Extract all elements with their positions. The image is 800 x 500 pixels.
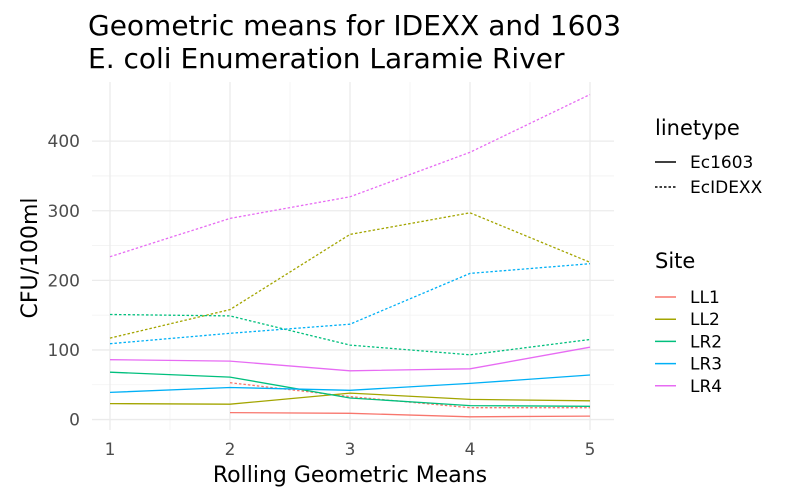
plot-area xyxy=(92,82,614,430)
series-line-lr4-ec1603 xyxy=(109,346,591,372)
y-tick-label: 200 xyxy=(48,271,80,291)
grid xyxy=(92,82,614,430)
y-tick-label: 300 xyxy=(48,202,80,222)
y-axis-title: CFU/100ml xyxy=(18,197,43,318)
x-tick-label: 4 xyxy=(465,440,476,460)
y-tick-label: 100 xyxy=(48,341,80,361)
chart-title-line-1: Geometric means for IDEXX and 1603 xyxy=(88,9,621,42)
series-line-lr4-ecidexx xyxy=(109,93,591,258)
x-axis-title: Rolling Geometric Means xyxy=(213,463,487,488)
legend-label-ec1603: Ec1603 xyxy=(690,153,753,173)
legend-label-ll2: LL2 xyxy=(690,310,720,330)
legend-site-title: Site xyxy=(655,249,695,273)
chart-title: Geometric means for IDEXX and 1603 E. co… xyxy=(88,9,621,75)
y-tick-label: 400 xyxy=(48,132,80,152)
x-axis-ticks: 1 2 3 4 5 xyxy=(105,440,596,460)
legend-linetype-title: linetype xyxy=(655,116,740,140)
x-tick-label: 2 xyxy=(225,440,236,460)
series-line-ll2-ec1603 xyxy=(109,392,591,405)
x-tick-label: 1 xyxy=(105,440,116,460)
y-tick-label: 0 xyxy=(69,411,80,431)
series-line-ll1-ec1603 xyxy=(229,411,591,418)
legend-label-ecidexx: EcIDEXX xyxy=(690,178,763,198)
chart-title-line-2: E. coli Enumeration Laramie River xyxy=(88,42,565,75)
series-line-ll2-ecidexx xyxy=(109,212,591,339)
y-axis-ticks: 0 100 200 300 400 xyxy=(48,132,80,430)
legend-label-lr3: LR3 xyxy=(690,355,722,375)
series-line-lr2-ec1603 xyxy=(109,371,591,407)
series-line-lr3-ec1603 xyxy=(109,374,591,394)
legend-label-ll1: LL1 xyxy=(690,288,720,308)
legend-linetype: linetype Ec1603 EcIDEXX xyxy=(655,116,763,198)
legend-label-lr4: LR4 xyxy=(690,377,722,397)
series-line-lr3-ecidexx xyxy=(109,263,591,345)
legend-label-lr2: LR2 xyxy=(690,332,722,352)
x-tick-label: 3 xyxy=(345,440,356,460)
x-tick-label: 5 xyxy=(585,440,596,460)
series-layer xyxy=(109,93,591,418)
series-line-lr2-ecidexx xyxy=(109,313,591,356)
